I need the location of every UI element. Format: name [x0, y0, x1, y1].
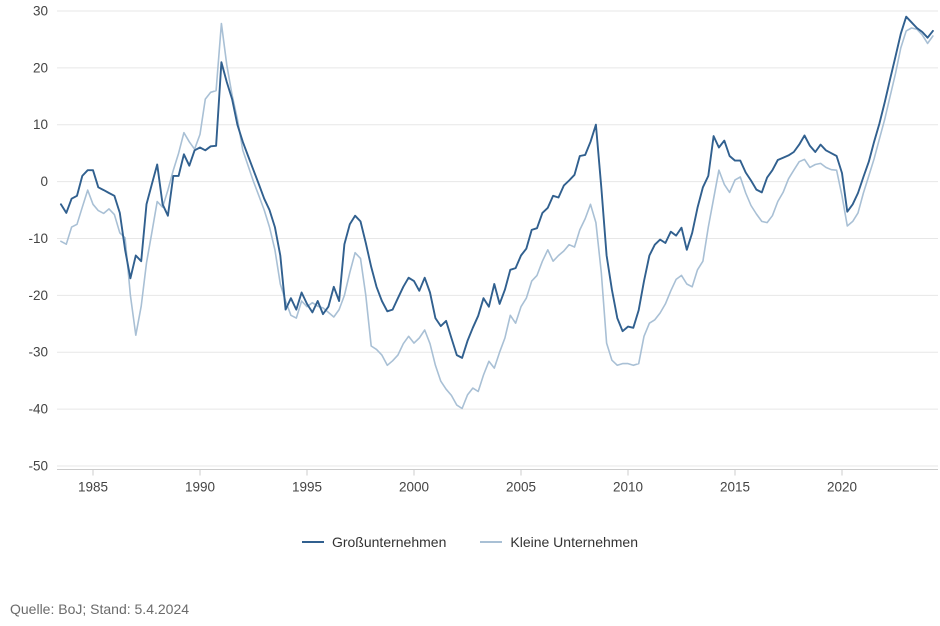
legend-item-grossunternehmen: Großunternehmen	[301, 534, 447, 550]
legend-line-swatch-light	[480, 541, 503, 543]
y-tick-label: 10	[33, 117, 48, 132]
x-tick-label: 2000	[399, 480, 429, 495]
series-line-kleine-unternehmen	[60, 22, 934, 410]
x-tick-label: 2020	[827, 480, 857, 495]
y-tick-label: -10	[28, 231, 48, 246]
y-tick-label: 20	[33, 60, 48, 75]
legend-item-kleine-unternehmen: Kleine Unternehmen	[480, 534, 638, 550]
source-caption: Quelle: BoJ; Stand: 5.4.2024	[10, 601, 190, 617]
x-tick-label: 2010	[613, 480, 643, 495]
y-tick-label: -40	[28, 402, 48, 417]
y-tick-label: -30	[28, 345, 48, 360]
x-tick-label: 1985	[78, 480, 108, 495]
legend-label: Kleine Unternehmen	[510, 534, 639, 550]
y-tick-label: -20	[28, 288, 48, 303]
series-line-grossunternehmen	[59, 15, 934, 359]
legend-line-swatch-dark	[301, 541, 324, 543]
legend-label: Großunternehmen	[331, 534, 447, 550]
x-tick-label: 1995	[292, 480, 322, 495]
line-chart: 30 20 10 0 -10 -20 -30 -40 -50 1985 1990 1995 2000 20…	[28, 3, 938, 495]
chart-legend: Großunternehmen Kleine Unternehmen	[0, 534, 940, 550]
y-tick-label: 30	[33, 3, 48, 18]
y-tick-label: -50	[28, 458, 48, 473]
x-tick-label: 2015	[720, 480, 750, 495]
x-tick-label: 1990	[185, 480, 215, 495]
y-tick-label: 0	[40, 174, 48, 189]
x-tick-label: 2005	[506, 480, 536, 495]
